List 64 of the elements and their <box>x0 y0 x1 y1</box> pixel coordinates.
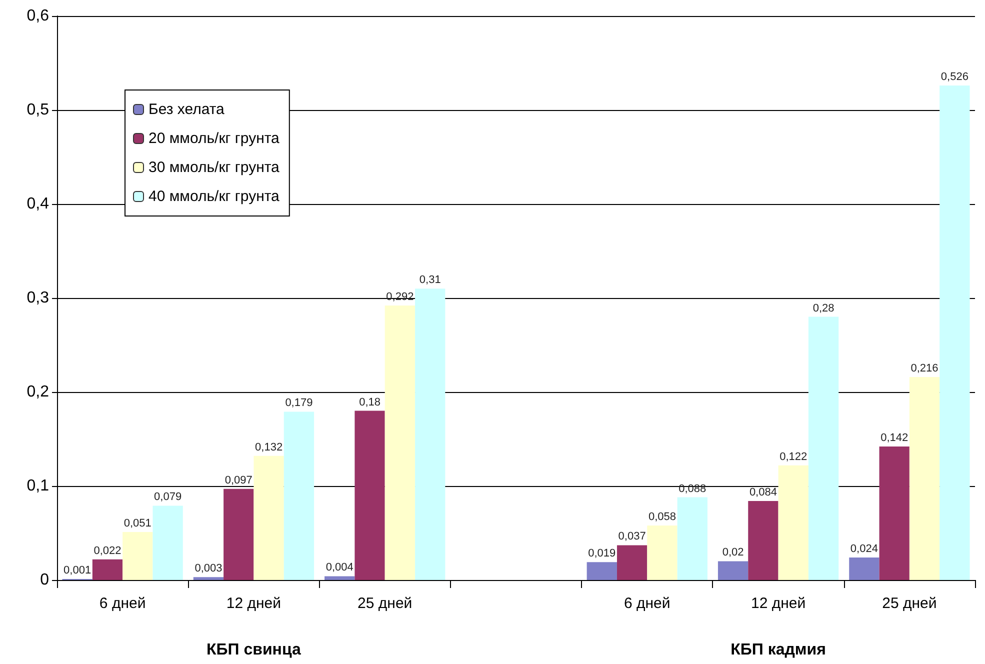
data-label: 0,097 <box>224 474 252 486</box>
bar <box>849 557 880 580</box>
data-label: 0,022 <box>94 544 122 557</box>
text: КБП свинца <box>206 642 302 658</box>
y-tick-label: 0,4 <box>26 196 50 212</box>
data-label: 0,142 <box>880 432 908 444</box>
data-label: 0,28 <box>812 302 834 314</box>
bar <box>92 559 123 580</box>
data-label: 0,019 <box>588 548 616 560</box>
bar <box>718 561 748 580</box>
data-label: 0,004 <box>326 562 354 574</box>
data-label: 0,084 <box>749 486 777 499</box>
bar <box>940 86 970 580</box>
bar <box>879 446 910 580</box>
data-label: 0,037 <box>618 530 646 543</box>
legend-label: Без хелата <box>148 101 226 118</box>
data-label: 0,079 <box>154 491 182 504</box>
y-tick-label: 0 <box>40 572 50 588</box>
data-label: 0,003 <box>194 562 222 575</box>
bar <box>152 506 183 580</box>
legend-label: 20 ммоль/кг грунта <box>148 130 280 147</box>
y-tick-label: 0,6 <box>26 8 50 24</box>
bar <box>808 316 839 580</box>
x-tick-label: 25 дней <box>882 595 937 612</box>
data-label: 0,526 <box>940 71 968 84</box>
bar <box>354 410 385 580</box>
data-label: 0,001 <box>64 564 92 577</box>
bar <box>324 576 355 580</box>
bar <box>677 497 708 580</box>
y-tick-label: 0,3 <box>26 290 50 306</box>
data-label: 0,02 <box>722 546 744 559</box>
data-label: 0,216 <box>910 362 938 374</box>
data-label: 0,051 <box>124 518 152 530</box>
x-tick-label: 6 дней <box>99 595 146 612</box>
bar <box>415 288 446 580</box>
data-label: 0,122 <box>780 450 808 463</box>
data-label: 0,058 <box>648 510 676 523</box>
bar <box>254 456 284 580</box>
x-tick-label: 6 дней <box>624 595 670 612</box>
bar <box>586 562 617 580</box>
bar <box>384 306 416 580</box>
data-label: 0,18 <box>359 396 380 408</box>
bar <box>224 488 254 580</box>
bar <box>748 501 778 580</box>
y-tick-label: 0,1 <box>26 478 50 494</box>
data-label: 0,31 <box>419 274 441 286</box>
bar <box>122 532 153 580</box>
bar <box>616 545 648 580</box>
y-tick-label: 0,2 <box>26 384 50 400</box>
data-label: 0,132 <box>255 441 283 454</box>
text: КБП кадмия <box>730 642 826 658</box>
bar <box>193 577 224 580</box>
legend-label: 30 ммоль/кг грунта <box>148 159 280 176</box>
x-tick-label: 12 дней <box>226 595 282 612</box>
data-label: 0,179 <box>285 397 313 410</box>
data-label: 0,024 <box>850 542 878 555</box>
bar <box>909 376 940 580</box>
bar <box>284 412 314 580</box>
x-tick-label: 25 дней <box>358 595 412 612</box>
bar <box>647 525 678 580</box>
y-tick-label: 0,5 <box>26 102 50 118</box>
bar <box>778 465 808 580</box>
x-tick-label: 12 дней <box>750 595 806 612</box>
legend-label: 40 ммоль/кг грунта <box>148 188 280 205</box>
